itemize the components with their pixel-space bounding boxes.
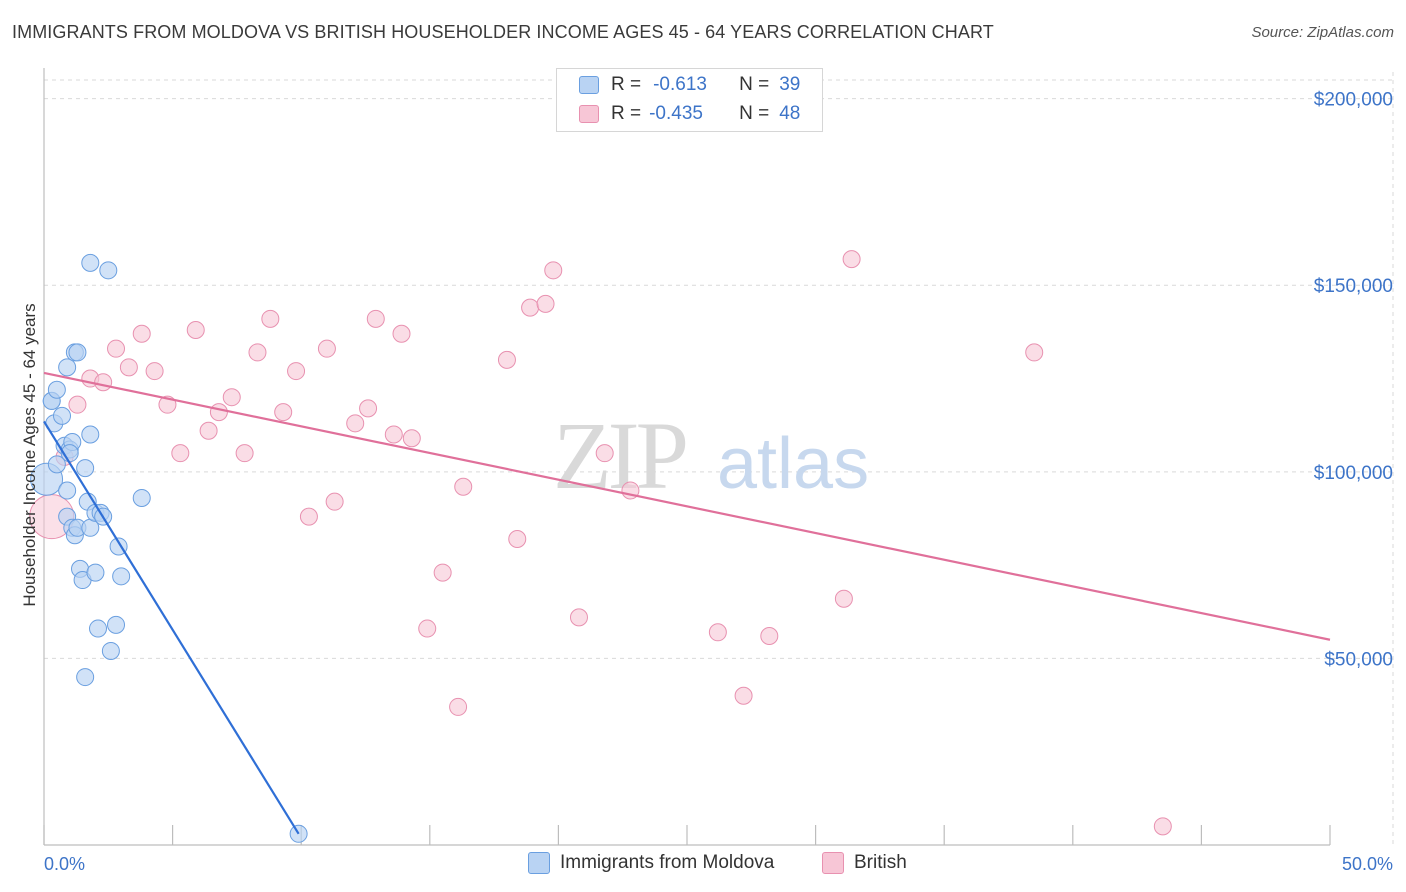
british-point <box>760 627 779 646</box>
british-point <box>299 507 318 526</box>
british-point <box>418 619 437 638</box>
british-points <box>29 250 1172 836</box>
bottom-legend-swatch-moldova <box>528 852 550 874</box>
chart-title: IMMIGRANTS FROM MOLDOVA VS BRITISH HOUSE… <box>12 22 994 42</box>
moldova-point <box>47 380 66 399</box>
trend-lines <box>43 371 1331 835</box>
british-point <box>325 492 344 511</box>
y-tick-label: $200,000 <box>1314 90 1393 111</box>
british-point <box>132 324 151 343</box>
y-axis-label: Householder Income Ages 45 - 64 years <box>20 303 39 606</box>
legend-n-label: N = <box>739 74 770 95</box>
moldova-points <box>30 253 308 843</box>
british-point <box>222 388 241 407</box>
british-point <box>359 399 378 418</box>
legend-n-label: N = <box>739 103 770 124</box>
moldova-point <box>81 253 100 272</box>
british-point <box>595 444 614 463</box>
british-point <box>199 421 218 440</box>
moldova-point <box>81 425 100 444</box>
british-point <box>508 530 527 548</box>
moldova-point <box>99 261 118 280</box>
british-point <box>1025 343 1044 362</box>
legend-r-value: -0.613 <box>653 74 707 95</box>
british-point <box>384 425 403 444</box>
legend-swatch-british <box>579 105 599 123</box>
chart-source: Source: ZipAtlas.com <box>1251 24 1394 41</box>
x-tick-label-min: 0.0% <box>44 854 85 874</box>
moldova-point <box>101 641 120 660</box>
legend-row-british: R = -0.435 N = 48 <box>579 101 800 127</box>
british-point <box>235 444 254 463</box>
moldova-point <box>107 615 126 634</box>
british-point <box>449 697 468 716</box>
british-point <box>274 403 293 422</box>
watermark-zip: ZIP <box>553 402 686 509</box>
british-point <box>842 250 861 269</box>
bottom-legend-label-british: British <box>854 852 907 873</box>
bottom-legend-swatch-british <box>822 852 844 874</box>
british-point <box>536 294 555 313</box>
y-tick-label: $100,000 <box>1314 463 1393 484</box>
bottom-legend-label-moldova: Immigrants from Moldova <box>560 852 775 873</box>
british-point <box>1153 817 1172 836</box>
moldova-point <box>112 567 131 586</box>
british-point <box>317 339 336 358</box>
tick-labels: $50,000 $100,000 $150,000 $200,000 0.0% 50.0% <box>44 90 1393 874</box>
moldova-point <box>89 619 108 638</box>
british-point <box>497 350 516 369</box>
british-point <box>402 429 421 448</box>
british-point <box>171 444 190 463</box>
moldova-point <box>68 343 87 362</box>
british-point <box>261 309 280 328</box>
british-point <box>287 362 306 381</box>
moldova-point <box>53 406 72 425</box>
bottom-legend-british: British <box>822 852 907 874</box>
legend-r-label: R = <box>611 74 642 95</box>
british-point <box>209 403 228 422</box>
bottom-legend-moldova: Immigrants from Moldova <box>528 852 774 874</box>
moldova-point <box>132 488 151 507</box>
british-point <box>119 358 138 377</box>
zipatlas-watermark: ZIP atlas <box>553 402 869 509</box>
moldova-point <box>76 459 95 478</box>
british-point <box>94 373 113 392</box>
legend-r-label: R = <box>611 103 642 124</box>
british-point <box>521 298 540 317</box>
british-point <box>708 623 727 642</box>
british-point <box>248 343 267 362</box>
british-point <box>68 395 87 414</box>
british-point <box>734 686 753 705</box>
british-point <box>392 324 411 343</box>
legend-box: R = -0.613 N = 39 R = -0.435 N = 48 <box>556 68 823 132</box>
british-point <box>569 608 588 627</box>
british-point <box>433 563 452 582</box>
watermark-atlas: atlas <box>717 424 869 504</box>
legend-r-value: -0.435 <box>649 103 703 124</box>
moldova-point <box>58 358 77 377</box>
british-point <box>145 362 164 381</box>
y-tick-label: $150,000 <box>1314 276 1393 297</box>
british-point <box>346 414 365 433</box>
british-point <box>366 309 385 328</box>
british-point <box>186 321 205 340</box>
y-tick-label: $50,000 <box>1324 649 1393 670</box>
legend-n-value: 48 <box>779 103 801 124</box>
moldova-point <box>86 563 105 582</box>
legend-n-value: 39 <box>779 74 801 95</box>
moldova-point <box>47 455 66 474</box>
british-point <box>454 477 473 496</box>
british-point <box>834 589 853 608</box>
moldova-point <box>58 481 77 500</box>
legend-swatch-moldova <box>579 76 599 94</box>
british-point <box>544 261 563 280</box>
moldova-point <box>76 668 95 687</box>
legend-row-moldova: R = -0.613 N = 39 <box>579 72 800 98</box>
x-tick-label-max: 50.0% <box>1342 854 1393 874</box>
british-trend-line <box>43 371 1331 641</box>
british-point <box>107 339 126 358</box>
moldova-trend-line <box>43 420 300 835</box>
